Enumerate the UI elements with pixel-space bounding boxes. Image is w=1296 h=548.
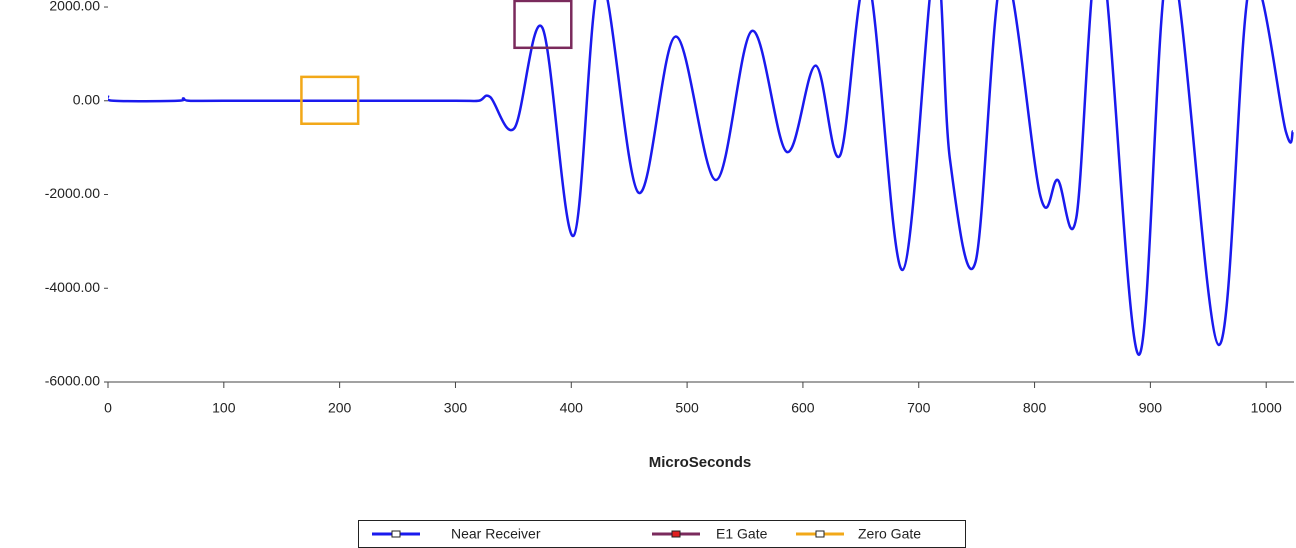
y-tick-label: -2000.00: [45, 185, 100, 201]
legend-marker: [671, 530, 681, 538]
y-tick-label: 0.00: [73, 91, 100, 107]
x-axis-title: MicroSeconds: [649, 454, 752, 471]
waveform-line: [108, 0, 1295, 357]
x-tick-label: 900: [1139, 400, 1163, 416]
x-tick-label: 100: [212, 400, 236, 416]
x-tick-label: 500: [675, 400, 699, 416]
x-tick-label: 300: [444, 400, 468, 416]
gate-box: [513, 0, 573, 50]
x-tick-label: 400: [560, 400, 584, 416]
legend-label: E1 Gate: [716, 526, 768, 542]
x-tick-label: 600: [791, 400, 815, 416]
legend-label: Zero Gate: [858, 526, 921, 542]
legend-marker: [391, 530, 401, 538]
y-tick-label: -4000.00: [45, 279, 100, 295]
y-tick-label: 2000.00: [49, 0, 100, 14]
plot-area: [108, 0, 1295, 357]
gate-box: [300, 75, 360, 125]
x-tick-label: 200: [328, 400, 352, 416]
x-tick-label: 800: [1023, 400, 1047, 416]
legend-marker: [815, 530, 825, 538]
x-tick-label: 1000: [1251, 400, 1282, 416]
x-tick-label: 0: [104, 400, 112, 416]
legend-label: Near Receiver: [451, 526, 541, 542]
y-tick-label: -6000.00: [45, 373, 100, 389]
x-tick-label: 700: [907, 400, 931, 416]
